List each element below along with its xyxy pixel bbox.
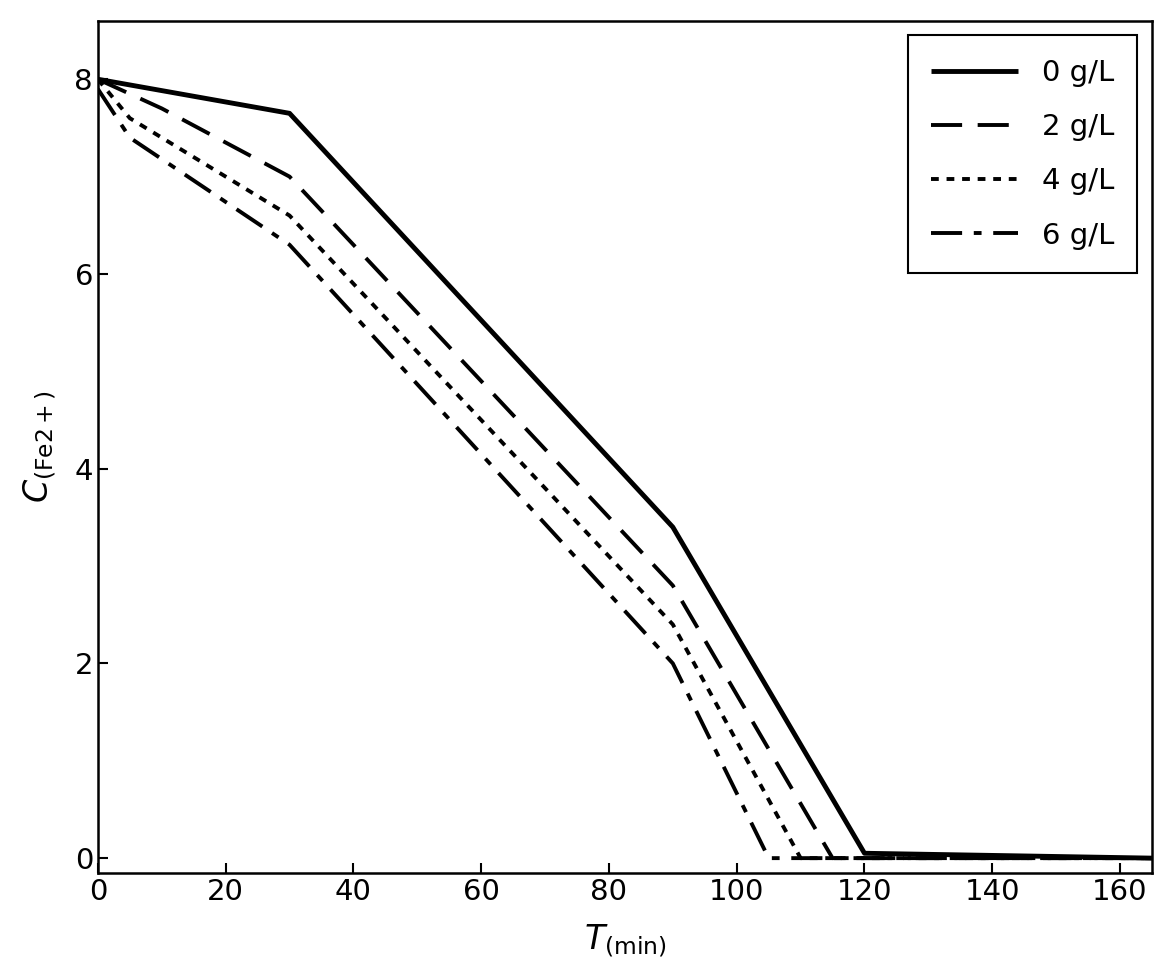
4 g/L <box>1145 853 1159 864</box>
Legend: 0 g/L, 2 g/L, 4 g/L, 6 g/L: 0 g/L, 2 g/L, 4 g/L, 6 g/L <box>908 35 1138 272</box>
2 g/L <box>666 579 680 591</box>
0 g/L <box>857 848 872 859</box>
0 g/L <box>283 108 297 120</box>
Line: 2 g/L: 2 g/L <box>97 79 1152 858</box>
4 g/L <box>283 210 297 221</box>
0 g/L <box>90 74 104 85</box>
6 g/L <box>123 131 137 143</box>
0 g/L <box>666 521 680 533</box>
4 g/L <box>794 853 808 864</box>
Y-axis label: $\mathit{C}_{(\mathrm{Fe2+})}$: $\mathit{C}_{(\mathrm{Fe2+})}$ <box>21 390 57 503</box>
6 g/L <box>90 83 104 95</box>
2 g/L <box>826 853 840 864</box>
2 g/L <box>155 103 169 115</box>
4 g/L <box>90 74 104 85</box>
6 g/L <box>666 658 680 669</box>
6 g/L <box>283 239 297 251</box>
Line: 4 g/L: 4 g/L <box>97 79 1152 858</box>
2 g/L <box>90 74 104 85</box>
2 g/L <box>1145 853 1159 864</box>
6 g/L <box>1145 853 1159 864</box>
4 g/L <box>123 113 137 124</box>
X-axis label: $\mathit{T}_{(\mathrm{min})}$: $\mathit{T}_{(\mathrm{min})}$ <box>584 922 666 959</box>
6 g/L <box>761 853 775 864</box>
Line: 0 g/L: 0 g/L <box>97 79 1152 858</box>
Line: 6 g/L: 6 g/L <box>97 89 1152 858</box>
0 g/L <box>1145 853 1159 864</box>
2 g/L <box>283 171 297 182</box>
4 g/L <box>666 618 680 630</box>
